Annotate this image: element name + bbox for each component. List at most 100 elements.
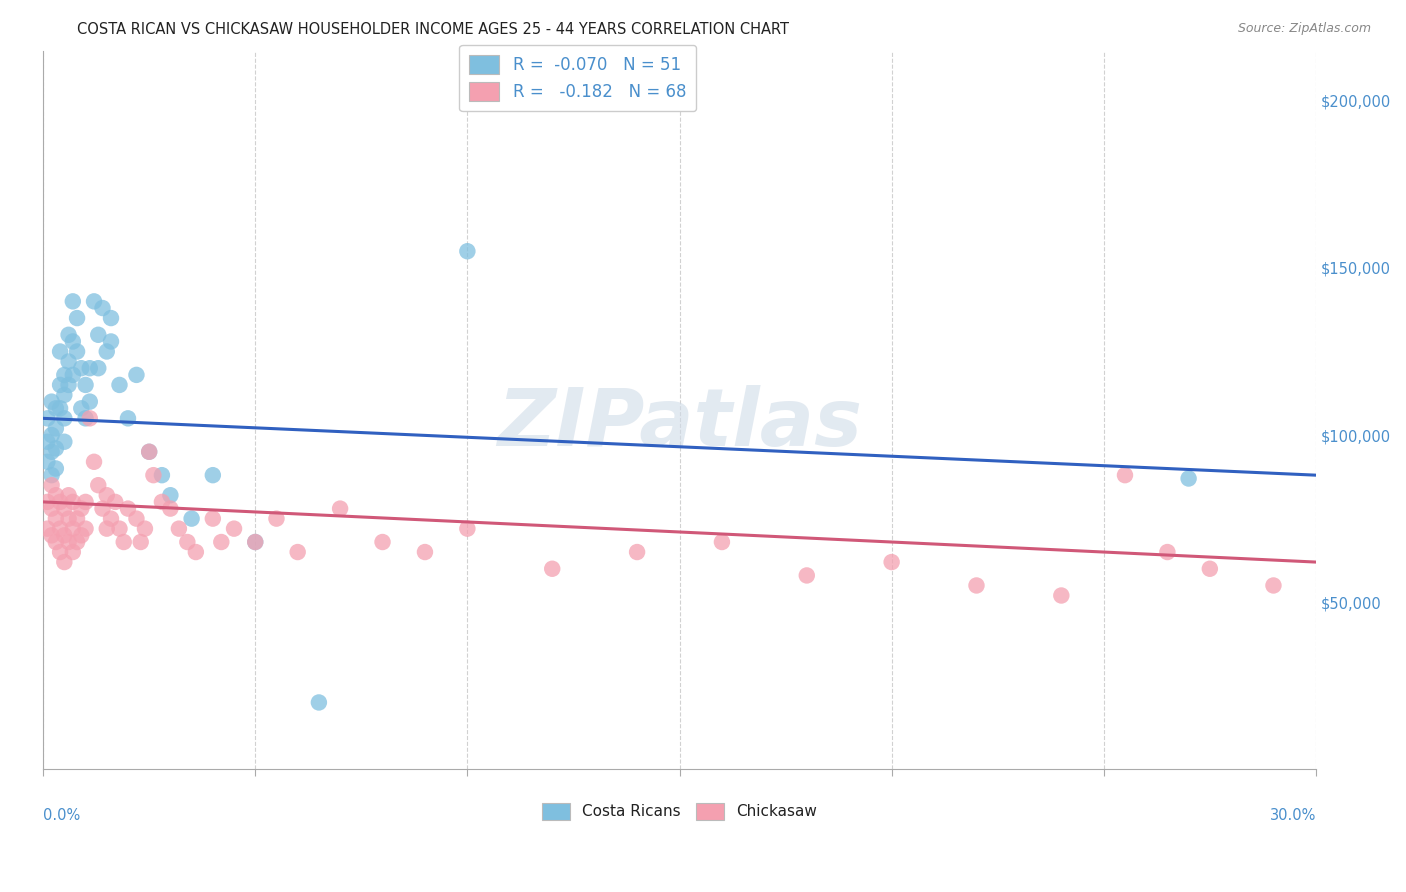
Point	[49, 545, 72, 559]
Point	[41, 394, 63, 409]
Point	[53, 411, 76, 425]
Point	[1177, 471, 1199, 485]
Point	[201, 468, 224, 483]
Point	[49, 522, 72, 536]
Point	[58, 378, 80, 392]
Point	[62, 334, 84, 349]
Point	[70, 401, 93, 416]
Point	[58, 488, 80, 502]
Point	[79, 361, 101, 376]
Point	[1114, 468, 1136, 483]
Point	[70, 361, 93, 376]
Point	[58, 354, 80, 368]
Point	[53, 388, 76, 402]
Point	[245, 535, 267, 549]
Point	[91, 301, 114, 315]
Point	[245, 535, 267, 549]
Point	[626, 545, 648, 559]
Point	[1263, 578, 1285, 592]
Point	[329, 501, 352, 516]
Point	[371, 535, 394, 549]
Point	[176, 535, 198, 549]
Point	[62, 495, 84, 509]
Point	[87, 361, 110, 376]
Point	[37, 434, 59, 449]
Point	[70, 528, 93, 542]
Point	[37, 411, 59, 425]
Point	[87, 327, 110, 342]
Point	[75, 411, 97, 425]
Point	[91, 501, 114, 516]
Text: 0.0%: 0.0%	[44, 808, 80, 823]
Point	[125, 368, 148, 382]
Point	[117, 411, 139, 425]
Point	[41, 478, 63, 492]
Point	[53, 368, 76, 382]
Point	[117, 501, 139, 516]
Legend: Costa Ricans, Chickasaw: Costa Ricans, Chickasaw	[536, 797, 823, 826]
Point	[79, 394, 101, 409]
Point	[108, 378, 131, 392]
Point	[41, 468, 63, 483]
Point	[159, 501, 181, 516]
Point	[45, 511, 67, 525]
Point	[104, 495, 127, 509]
Point	[108, 522, 131, 536]
Point	[456, 522, 478, 536]
Point	[41, 428, 63, 442]
Point	[66, 511, 89, 525]
Point	[541, 562, 564, 576]
Point	[66, 344, 89, 359]
Point	[96, 522, 118, 536]
Text: ZIPatlas: ZIPatlas	[496, 385, 862, 463]
Point	[58, 535, 80, 549]
Point	[880, 555, 903, 569]
Point	[150, 468, 173, 483]
Point	[96, 488, 118, 502]
Point	[75, 495, 97, 509]
Point	[83, 294, 105, 309]
Point	[87, 478, 110, 492]
Point	[37, 495, 59, 509]
Point	[125, 511, 148, 525]
Point	[796, 568, 818, 582]
Point	[167, 522, 190, 536]
Point	[138, 444, 160, 458]
Text: Source: ZipAtlas.com: Source: ZipAtlas.com	[1237, 22, 1371, 36]
Point	[184, 545, 207, 559]
Point	[62, 294, 84, 309]
Point	[159, 488, 181, 502]
Point	[45, 488, 67, 502]
Point	[1198, 562, 1220, 576]
Point	[37, 455, 59, 469]
Point	[456, 244, 478, 259]
Point	[37, 522, 59, 536]
Point	[66, 535, 89, 549]
Point	[129, 535, 152, 549]
Point	[41, 528, 63, 542]
Point	[222, 522, 245, 536]
Point	[49, 378, 72, 392]
Point	[710, 535, 733, 549]
Point	[75, 522, 97, 536]
Point	[150, 495, 173, 509]
Point	[100, 334, 122, 349]
Point	[58, 327, 80, 342]
Point	[70, 501, 93, 516]
Point	[79, 411, 101, 425]
Point	[49, 495, 72, 509]
Point	[45, 421, 67, 435]
Point	[83, 455, 105, 469]
Point	[100, 311, 122, 326]
Point	[45, 535, 67, 549]
Point	[45, 461, 67, 475]
Point	[49, 401, 72, 416]
Point	[96, 344, 118, 359]
Point	[201, 511, 224, 525]
Point	[209, 535, 232, 549]
Point	[134, 522, 156, 536]
Point	[62, 368, 84, 382]
Point	[58, 511, 80, 525]
Text: COSTA RICAN VS CHICKASAW HOUSEHOLDER INCOME AGES 25 - 44 YEARS CORRELATION CHART: COSTA RICAN VS CHICKASAW HOUSEHOLDER INC…	[77, 22, 789, 37]
Point	[66, 311, 89, 326]
